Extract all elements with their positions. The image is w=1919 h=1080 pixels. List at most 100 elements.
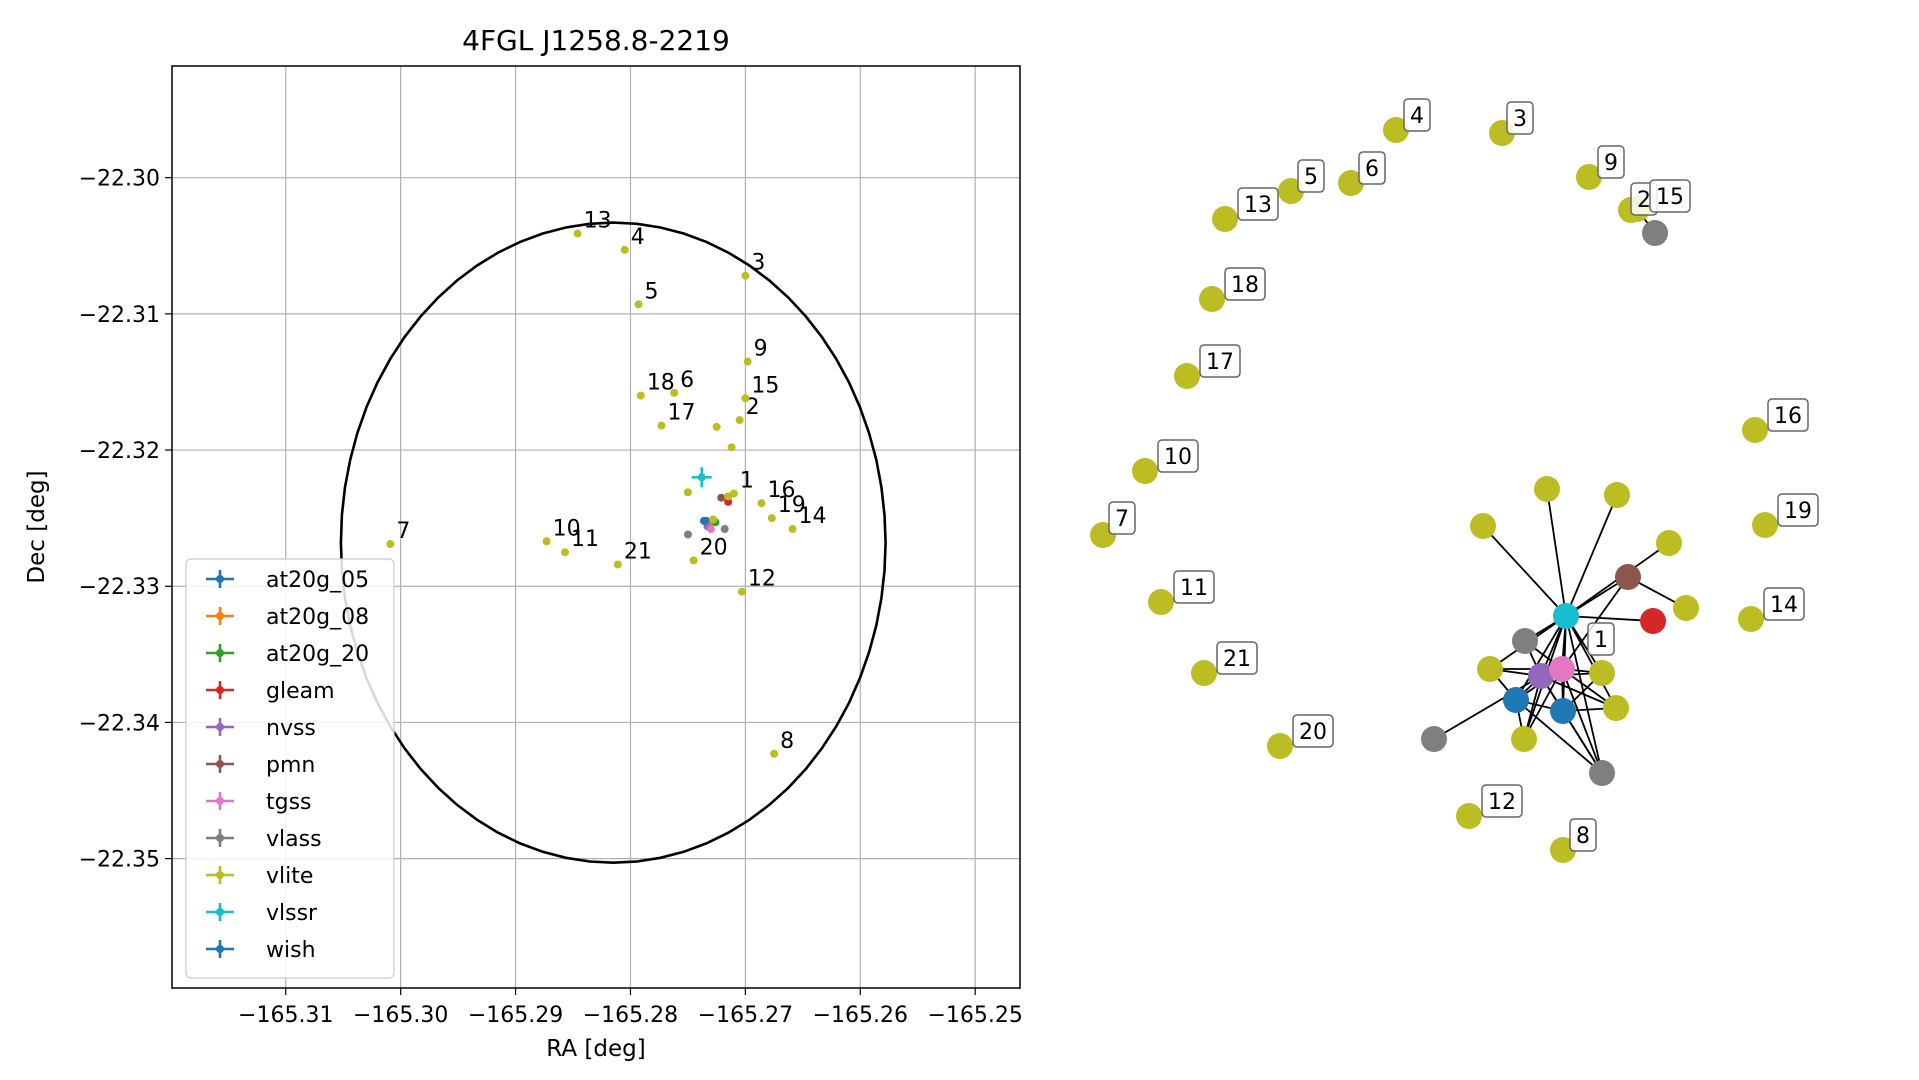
vlite-point <box>741 271 750 280</box>
legend-marker <box>216 908 224 916</box>
point-label: 7 <box>396 519 410 544</box>
vlass-point <box>683 530 692 539</box>
point-label: 16 <box>767 478 795 503</box>
vlite-point <box>770 749 779 758</box>
vlite-point <box>573 229 582 238</box>
network-node <box>1199 286 1225 312</box>
network-edge <box>1546 488 1567 617</box>
y-tick-label: −22.30 <box>79 167 160 192</box>
point-label: 8 <box>780 729 794 754</box>
legend-marker <box>216 649 224 657</box>
point-label: 3 <box>751 251 765 276</box>
network-label-box <box>1481 784 1523 818</box>
legend-entry: vlass <box>266 827 322 852</box>
vlite-point <box>757 499 766 508</box>
network-edge <box>1565 615 1654 622</box>
network-node <box>1576 164 1602 190</box>
network-node <box>1511 726 1537 752</box>
pmn-point <box>717 493 726 502</box>
legend-box <box>185 558 395 979</box>
point-label: 19 <box>778 493 806 518</box>
network-node-label: 10 <box>1164 445 1192 470</box>
network-node-label: 11 <box>1180 576 1208 601</box>
network-label-box <box>1597 145 1625 179</box>
legend-entry: nvss <box>266 716 316 741</box>
legend-marker <box>216 575 224 583</box>
localization-ellipse <box>339 221 887 865</box>
network-node <box>1553 603 1579 629</box>
network-node-label: 9 <box>1604 151 1618 176</box>
network-node <box>1549 656 1575 682</box>
network-node <box>1742 417 1768 443</box>
x-axis-ticks: −165.31 −165.30 −165.29 −165.28 −165.27 −165.… <box>238 988 1023 1028</box>
network-label-box <box>1157 439 1199 473</box>
network-node-label: 14 <box>1770 593 1798 618</box>
network-node-label: 1 <box>1594 628 1608 653</box>
y-tick-label: −22.33 <box>79 575 160 600</box>
vlass-point <box>720 525 729 534</box>
point-label: 1 <box>740 469 754 494</box>
network-edge <box>1540 675 1617 709</box>
network-node <box>1191 660 1217 686</box>
point-label: 14 <box>798 504 826 529</box>
network-node <box>1212 206 1238 232</box>
point-label: 21 <box>624 539 652 564</box>
legend-entry: tgss <box>266 790 312 815</box>
point-label: 11 <box>571 527 599 552</box>
vlite-point <box>670 388 679 397</box>
legend-marker <box>216 797 224 805</box>
network-label-box <box>1224 267 1266 301</box>
network-node-label: 6 <box>1365 157 1379 182</box>
network-node-label: 18 <box>1231 273 1259 298</box>
point-label: 18 <box>647 371 675 396</box>
vlite-point <box>788 525 797 534</box>
point-label: 17 <box>667 401 695 426</box>
network-label-box <box>1767 398 1809 432</box>
legend-entry: at20g_05 <box>266 568 369 593</box>
network-node-label: 12 <box>1488 790 1516 815</box>
vlite-point <box>683 488 692 497</box>
vlite-point <box>613 560 622 569</box>
network-node-label: 19 <box>1784 499 1812 524</box>
legend-marker <box>216 612 224 620</box>
network-label-box <box>1173 570 1215 604</box>
point-label: 2 <box>746 395 760 420</box>
network-edge <box>1515 699 1603 774</box>
point-label: 4 <box>631 225 645 250</box>
vlite-point <box>712 422 721 431</box>
network-label-box <box>1649 179 1691 213</box>
network-label-box <box>1763 587 1805 621</box>
vlite-point <box>657 421 666 430</box>
x-tick-label: −165.29 <box>468 1003 563 1028</box>
network-node-label: 5 <box>1304 165 1318 190</box>
network-node-label: 4 <box>1410 104 1424 129</box>
network-node <box>1589 760 1615 786</box>
vlite-point <box>689 556 698 565</box>
legend-marker <box>216 834 224 842</box>
vlite-point <box>743 357 752 366</box>
network-label-box <box>1199 344 1241 378</box>
network-node-label: 21 <box>1223 647 1251 672</box>
plot-frame <box>171 65 1021 989</box>
network-node-label: 3 <box>1513 107 1527 132</box>
x-tick-label: −165.26 <box>813 1003 908 1028</box>
point-label: 12 <box>748 567 776 592</box>
legend-entry: vlite <box>266 864 313 889</box>
vlite-point <box>560 548 569 557</box>
x-tick-label: −165.27 <box>698 1003 793 1028</box>
legend-entry: wish <box>266 938 316 963</box>
vlite-point <box>709 515 718 524</box>
network-node <box>1604 482 1630 508</box>
y-tick-label: −22.31 <box>79 303 160 328</box>
network-edges <box>1433 208 1687 774</box>
y-axis-label: Dec [deg] <box>24 470 50 583</box>
network-edge <box>1561 668 1603 774</box>
vlite-point <box>727 443 736 452</box>
network-node-label: 17 <box>1206 350 1234 375</box>
network-label-box <box>1108 501 1136 535</box>
point-label: 10 <box>553 516 581 541</box>
network-node <box>1752 512 1778 538</box>
network-label-box <box>1358 151 1386 185</box>
network-edge <box>1482 525 1567 617</box>
